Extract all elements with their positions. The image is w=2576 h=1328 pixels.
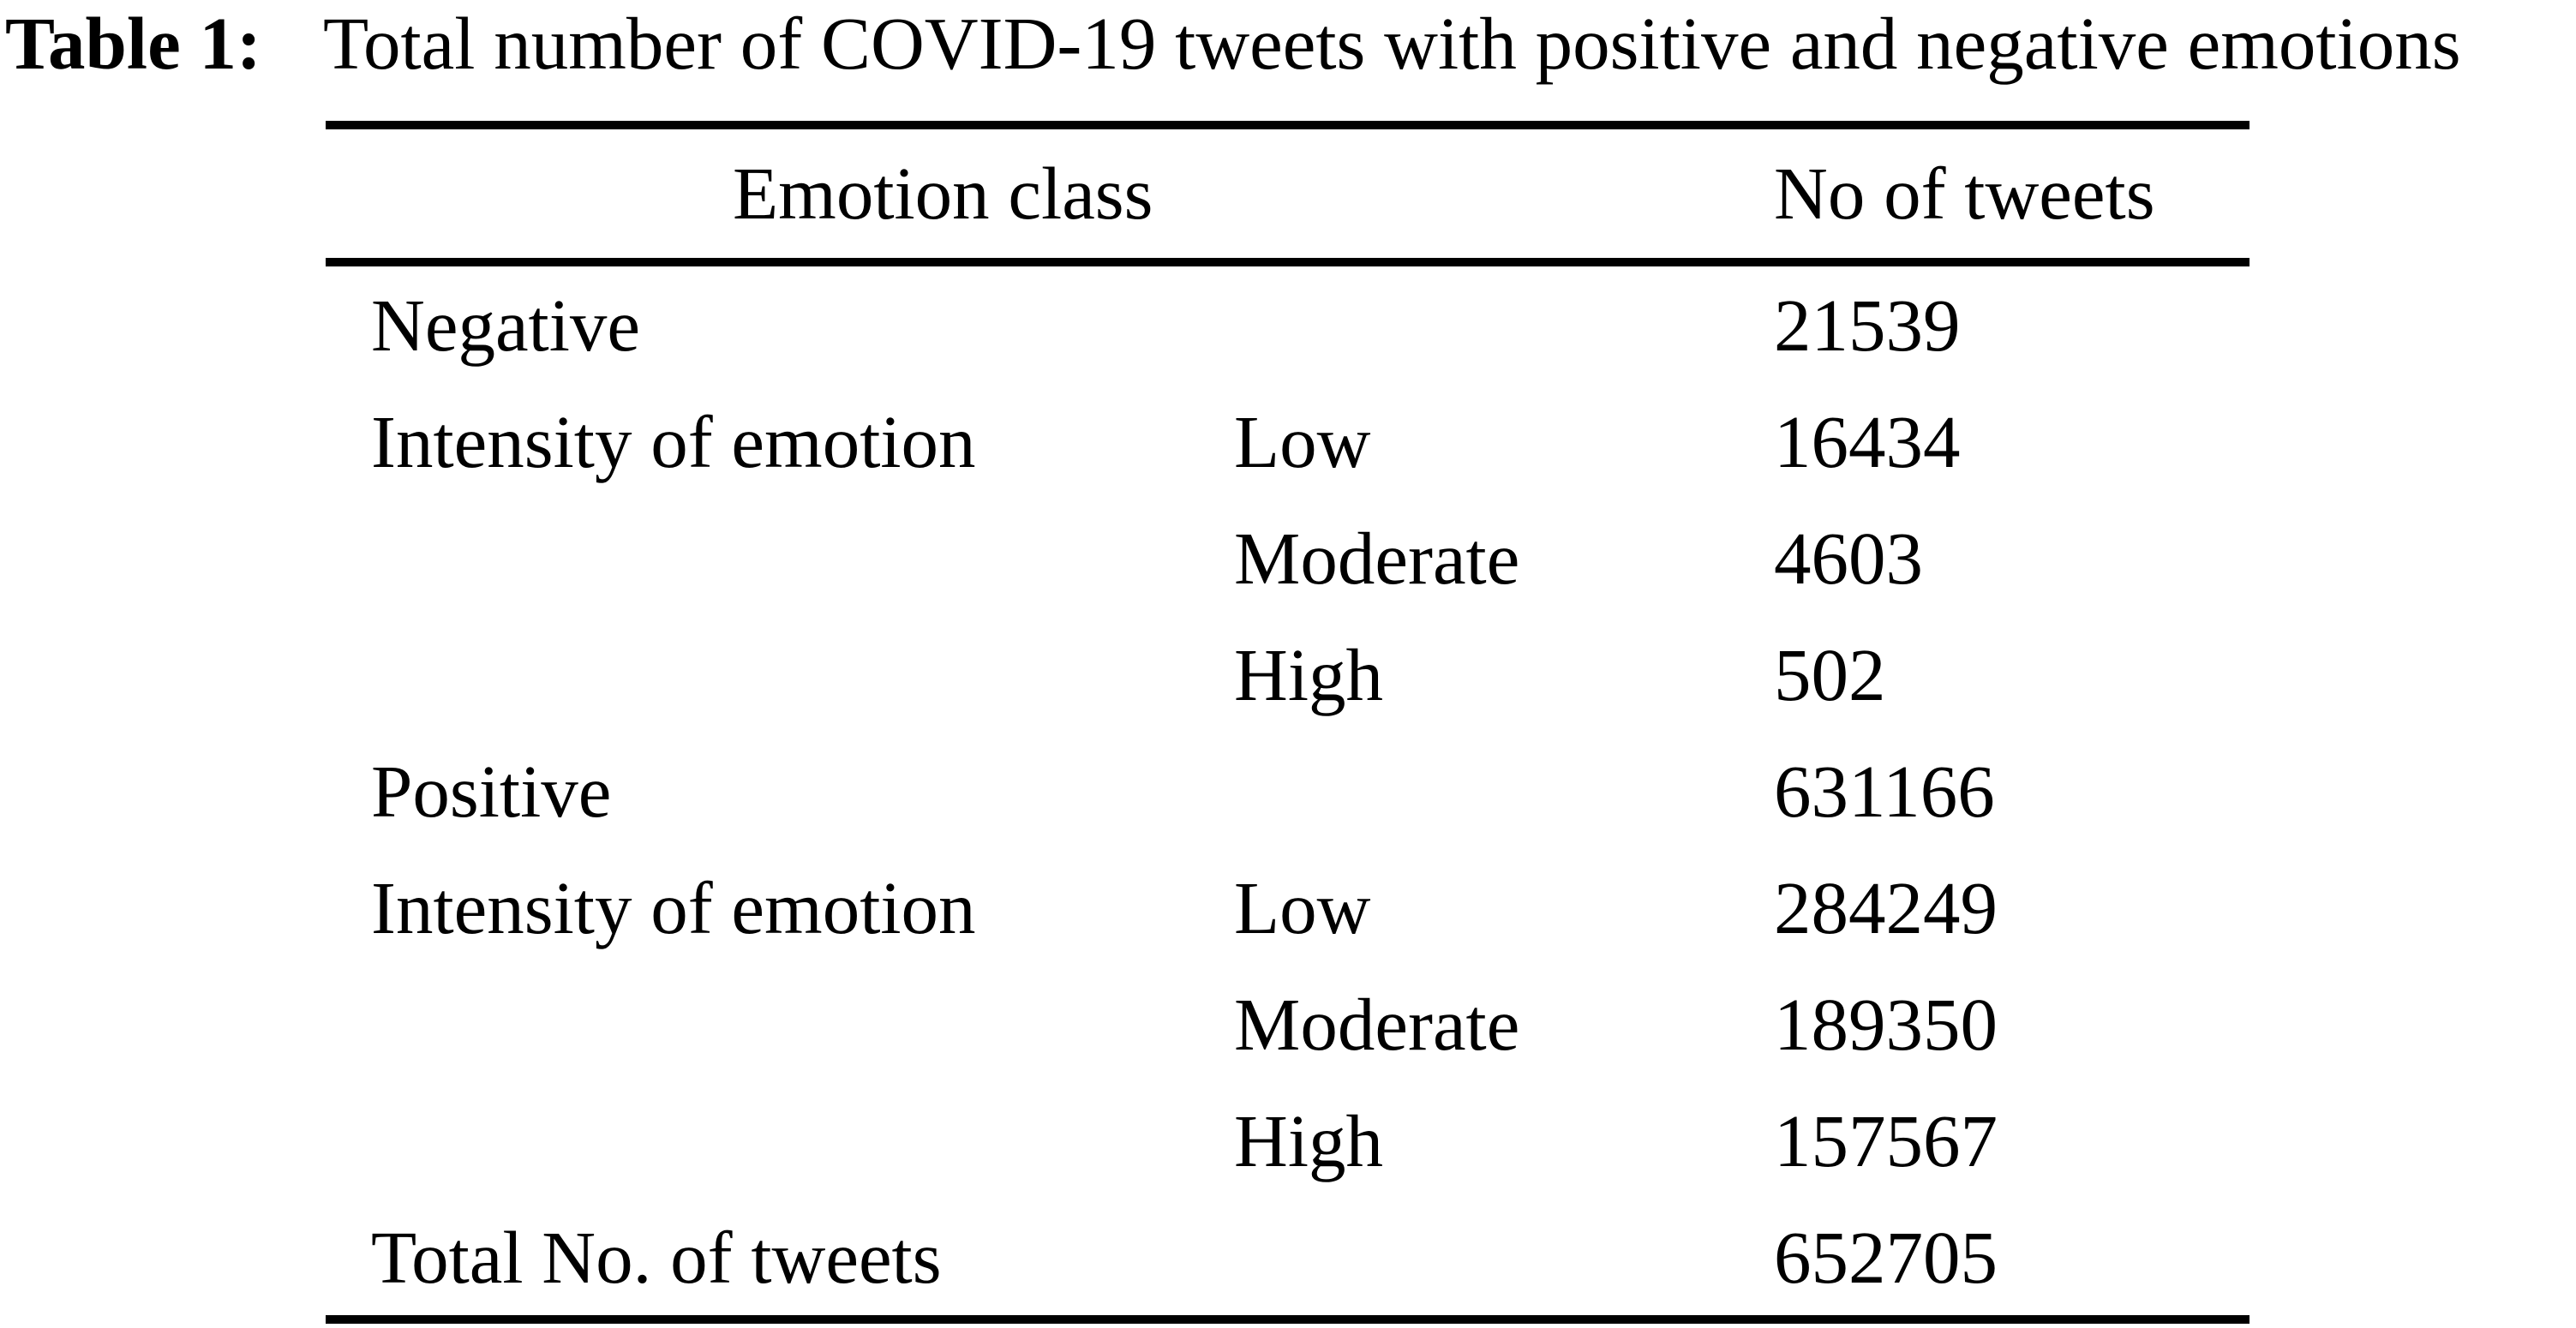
header-no-of-tweets: No of tweets [1774, 152, 2155, 235]
table-row: Moderate 4603 [326, 499, 2250, 616]
table-row: Positive 631166 [326, 733, 2250, 849]
table-caption: Table 1: Total number of COVID-19 tweets … [5, 0, 2461, 96]
data-table: Emotion class No of tweets Negative 2153… [326, 121, 2250, 1324]
table-row: Negative 21539 [326, 266, 2250, 383]
table-row: Intensity of emotion Low 16434 [326, 383, 2250, 499]
table-header-row: Emotion class No of tweets [326, 129, 2250, 258]
header-emotion-class: Emotion class [733, 152, 1153, 235]
table-row: Moderate 189350 [326, 966, 2250, 1082]
table-header-rule [326, 258, 2250, 266]
cell-emotion-class: Intensity of emotion [371, 399, 976, 483]
cell-emotion-class: Total No. of tweets [371, 1215, 942, 1299]
cell-count: 631166 [1774, 749, 1995, 833]
cell-count: 157567 [1774, 1098, 1998, 1182]
cell-intensity: High [1234, 1098, 1383, 1182]
table-top-rule [326, 121, 2250, 129]
cell-emotion-class: Positive [371, 749, 612, 833]
cell-count: 652705 [1774, 1215, 1998, 1299]
cell-count: 502 [1774, 632, 1886, 716]
table-row: Total No. of tweets 652705 [326, 1199, 2250, 1315]
cell-count: 16434 [1774, 399, 1961, 483]
cell-count: 284249 [1774, 865, 1998, 949]
table-row: High 157567 [326, 1082, 2250, 1199]
cell-emotion-class: Intensity of emotion [371, 865, 976, 949]
caption-label: Table 1: [5, 2, 261, 85]
caption-text: Total number of COVID-19 tweets with pos… [322, 2, 2461, 85]
cell-count: 21539 [1774, 283, 1961, 367]
cell-emotion-class: Negative [371, 283, 641, 367]
cell-intensity: Low [1234, 399, 1371, 483]
cell-intensity: Moderate [1234, 516, 1520, 600]
table-bottom-rule [326, 1315, 2250, 1324]
table-row: Intensity of emotion Low 284249 [326, 849, 2250, 966]
cell-count: 4603 [1774, 516, 1923, 600]
cell-count: 189350 [1774, 982, 1998, 1066]
table-row: High 502 [326, 616, 2250, 733]
cell-intensity: Low [1234, 865, 1371, 949]
cell-intensity: High [1234, 632, 1383, 716]
cell-intensity: Moderate [1234, 982, 1520, 1066]
